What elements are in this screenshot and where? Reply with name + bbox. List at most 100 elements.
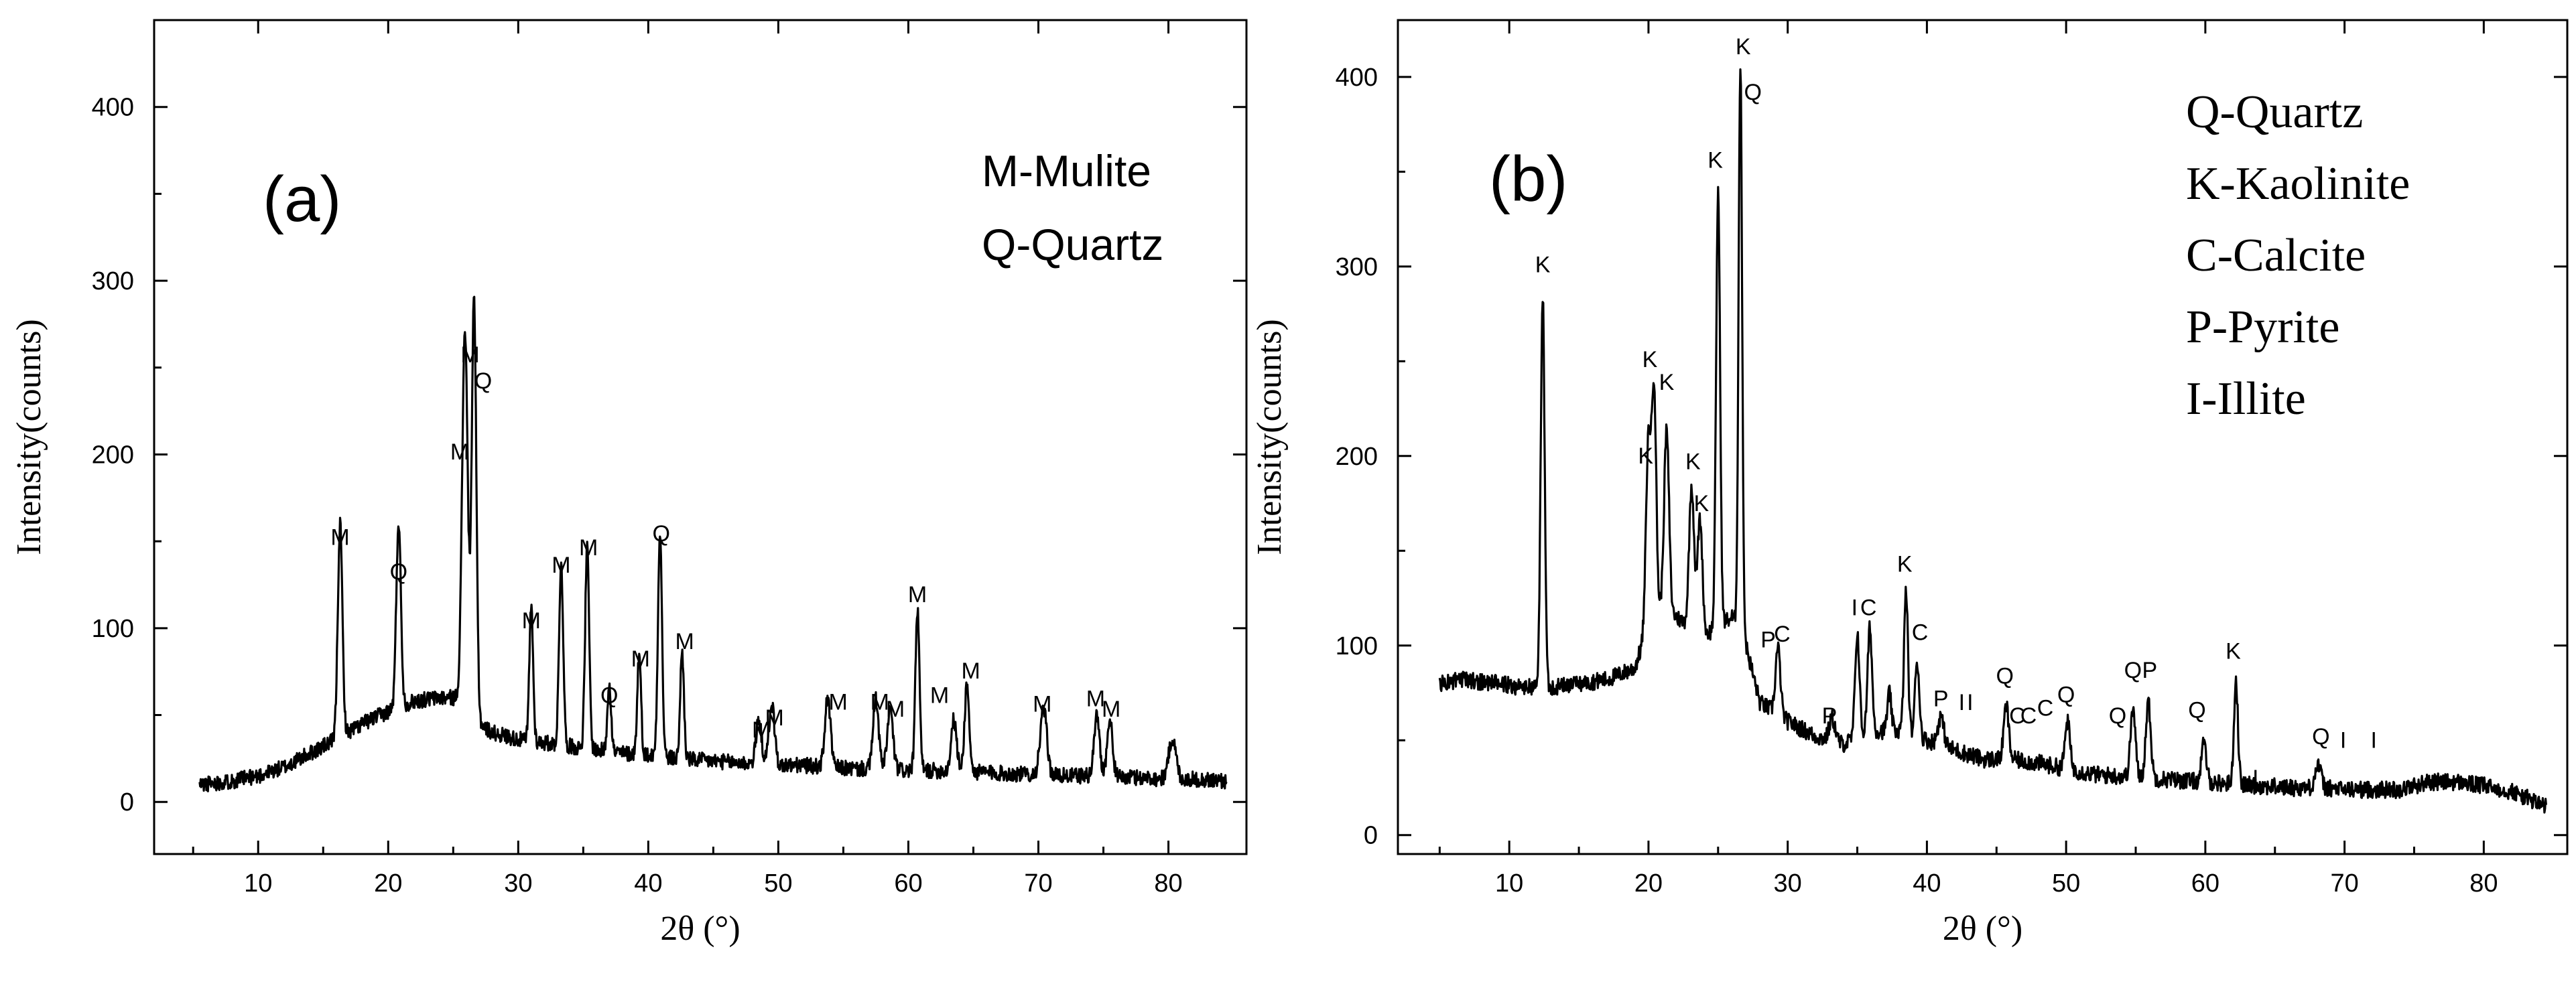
y-tick-label: 300 <box>92 267 134 295</box>
x-axis-label: 2θ (°) <box>1943 910 2022 948</box>
legend-entry: K-Kaolinite <box>2186 158 2410 210</box>
y-tick-label: 100 <box>92 615 134 643</box>
peak-label-I: I <box>2340 728 2346 754</box>
peak-label-I: I <box>2252 766 2258 791</box>
peak-label-C: C <box>2009 703 2026 729</box>
peak-label-C: C <box>1860 595 1877 620</box>
legend-entry: I-Illite <box>2186 373 2306 425</box>
peak-label-Q: Q <box>2188 697 2205 723</box>
peak-label-Q: Q <box>390 559 407 585</box>
peak-label-M: M <box>1102 697 1120 722</box>
peak-label-C: C <box>2037 695 2054 721</box>
peak-label-M: M <box>829 690 848 715</box>
xrd-series-line <box>198 295 1228 792</box>
peak-label-M: M <box>579 535 598 561</box>
panel-label: (b) <box>1489 143 1567 215</box>
peak-label-I: I <box>2371 728 2377 754</box>
x-tick-label: 80 <box>2469 869 2498 898</box>
x-tick-label: 70 <box>2330 869 2358 898</box>
peak-label-M: M <box>752 717 771 743</box>
x-tick-label: 60 <box>2191 869 2219 898</box>
peak-label-K: K <box>1694 491 1710 516</box>
peak-label-Q: Q <box>2057 683 2075 708</box>
y-tick-label: 200 <box>92 441 134 469</box>
peak-label-K: K <box>1535 252 1551 277</box>
peak-label-M: M <box>930 683 949 708</box>
peak-label-M: M <box>522 608 541 634</box>
peak-label-M: M <box>631 646 650 672</box>
peak-label-K: K <box>1638 443 1653 469</box>
y-tick-label: 200 <box>1336 443 1378 471</box>
peak-label-I: I <box>1959 690 1965 715</box>
y-axis-label: Intensity(counts) <box>1250 319 1289 555</box>
peak-label-P: P <box>1822 703 1838 729</box>
peak-label-K: K <box>1643 347 1658 372</box>
y-tick-label: 300 <box>1336 253 1378 281</box>
peak-label-M: M <box>460 342 479 368</box>
x-tick-label: 70 <box>1024 869 1052 898</box>
peak-label-M: M <box>908 582 927 608</box>
peak-label-K: K <box>1708 148 1723 173</box>
peak-label-Q: Q <box>600 683 618 708</box>
peak-label-M: M <box>1086 687 1105 712</box>
xrd-series-line <box>1438 68 2547 814</box>
y-axis-label: Intensity(counts) <box>10 319 48 555</box>
peak-label-M: M <box>1033 691 1051 717</box>
peak-label-C: C <box>1774 622 1791 647</box>
peak-label-M: M <box>330 524 349 550</box>
peak-label-M: M <box>765 705 783 731</box>
x-tick-label: 50 <box>764 869 792 898</box>
peak-label-Q: Q <box>1744 80 1762 105</box>
peak-label-C: C <box>2020 703 2037 729</box>
plot-frame <box>153 19 1248 855</box>
y-tick-label: 0 <box>120 788 134 817</box>
peak-label-I: I <box>1886 683 1892 708</box>
peak-label-I: I <box>1967 690 1973 715</box>
plot-frame <box>1397 19 2569 855</box>
peak-label-K: K <box>2226 639 2241 664</box>
peak-label-I: I <box>1852 595 1858 620</box>
legend-entry: C-Calcite <box>2186 230 2366 281</box>
x-tick-label: 50 <box>2052 869 2080 898</box>
peak-label-P: P <box>1760 628 1776 653</box>
legend-entry: Q-Quartz <box>982 220 1163 269</box>
x-axis-label: 2θ (°) <box>660 910 740 948</box>
peak-label-Q: Q <box>2312 724 2329 750</box>
peak-label-K: K <box>1897 551 1913 577</box>
x-tick-label: 40 <box>1913 869 1941 898</box>
peak-label-C: C <box>1912 620 1929 645</box>
peak-label-M: M <box>450 439 469 465</box>
y-tick-label: 0 <box>1364 822 1378 850</box>
peak-label-M: M <box>961 658 980 684</box>
x-tick-label: 40 <box>634 869 662 898</box>
panel-a: 10 20 30 40 50 60 70 80 0 100 200 300 400 2θ (°) Inten… <box>10 19 1248 948</box>
y-tick-label: 400 <box>92 94 134 122</box>
peak-label-K: K <box>1736 34 1751 60</box>
x-tick-label: 60 <box>894 869 922 898</box>
peak-label-K: K <box>1685 449 1701 475</box>
x-tick-label: 80 <box>1154 869 1182 898</box>
x-tick-label: 20 <box>1634 869 1663 898</box>
y-tick-label: 100 <box>1336 632 1378 660</box>
x-tick-label: 10 <box>244 869 272 898</box>
peak-label-M: M <box>552 553 570 578</box>
legend-entry: P-Pyrite <box>2186 301 2339 353</box>
peak-label-Q: Q <box>653 521 670 547</box>
x-tick-label: 30 <box>504 869 532 898</box>
y-tick-label: 400 <box>1336 64 1378 92</box>
peak-label-Q: Q <box>2109 703 2126 729</box>
peak-label-Q: Q <box>2124 658 2142 683</box>
x-tick-label: 30 <box>1774 869 1802 898</box>
peak-label-M: M <box>871 690 889 715</box>
peak-label-P: P <box>1933 686 1949 711</box>
panel-b: 10 20 30 40 50 60 70 80 0 100 200 300 400 2θ (°) Inten… <box>1250 19 2569 948</box>
peak-label-M: M <box>886 697 905 722</box>
peak-label-K: K <box>1659 370 1675 395</box>
peak-label-P: P <box>2142 658 2157 683</box>
x-tick-label: 20 <box>374 869 402 898</box>
peak-label-Q: Q <box>1996 663 2014 689</box>
panel-label: (a) <box>263 163 341 235</box>
legend-entry: M-Mulite <box>982 146 1151 196</box>
